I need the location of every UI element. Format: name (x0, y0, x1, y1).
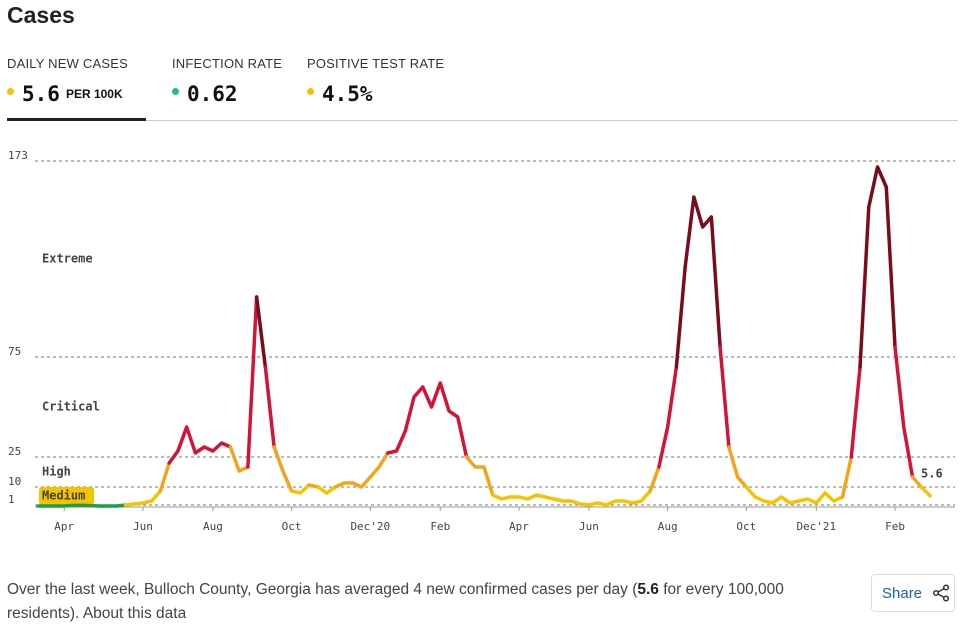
x-tick-label: Dec'21 (796, 520, 836, 533)
x-tick-label: Aug (658, 520, 678, 533)
line-segment (36, 503, 128, 508)
line-segment (464, 455, 495, 497)
share-button[interactable]: Share (871, 574, 955, 612)
footer-text: Over the last week, Bulloch County, Geor… (7, 578, 807, 626)
line-segment (254, 295, 268, 369)
zone-label: Extreme (42, 252, 93, 266)
y-tick-label: 25 (8, 445, 21, 458)
value: 4.5% (322, 82, 373, 106)
tab-value: 4.5% (307, 82, 373, 106)
last-label-bg (918, 465, 946, 482)
x-tick-label: Aug (203, 520, 223, 533)
line-segment (744, 485, 845, 505)
x-tick-label: Apr (54, 520, 74, 533)
x-tick-label: Feb (430, 520, 450, 533)
x-tick-label: Oct (736, 520, 756, 533)
last-value-label: 5.6 (921, 466, 943, 480)
tab-label[interactable]: POSITIVE TEST RATE (307, 56, 445, 71)
x-tick-label: Feb (885, 520, 905, 533)
unit: PER 100K (65, 87, 123, 101)
line-segment (648, 465, 661, 493)
line-segment (246, 295, 259, 469)
active-tab-underline (7, 118, 146, 121)
value: 0.62 (187, 82, 238, 106)
line-segment (490, 489, 652, 507)
text: Over the last week, Bulloch County, Geor… (7, 581, 638, 598)
zone-badge (39, 487, 94, 505)
link[interactable]: About this data (82, 605, 187, 622)
y-tick-label: 1 (8, 493, 15, 506)
text: for every 100,000 residents). (7, 581, 784, 622)
line-segment (263, 365, 276, 449)
dot (307, 87, 314, 95)
line-segment (727, 445, 749, 489)
y-tick-label: 10 (8, 475, 21, 488)
dot (7, 87, 14, 95)
line-segment (919, 485, 932, 498)
y-tick-label: 75 (8, 345, 21, 358)
dot (172, 87, 179, 95)
x-tick-label: Oct (282, 520, 302, 533)
tab-label[interactable]: DAILY NEW CASES (7, 56, 128, 71)
bold-text: 5.6 (637, 581, 659, 598)
zone-label: Critical (42, 400, 100, 414)
chart: 1 10 25 75 173 Medium High Critical Extreme Apr Ju… (8, 149, 955, 533)
line-segment (657, 365, 679, 469)
divider (7, 120, 958, 121)
line-segment (272, 445, 294, 493)
x-tick-label: Dec'20 (350, 520, 390, 533)
title: Cases (7, 2, 75, 28)
value: 5.6 (22, 82, 60, 106)
share-icon (932, 584, 950, 602)
line-segment (386, 381, 469, 459)
line-segment (858, 165, 897, 369)
line-segment (840, 455, 854, 499)
line-segment (167, 425, 233, 465)
line-segment (123, 489, 163, 507)
tab-value: 0.62 (172, 82, 238, 106)
zone-label: Medium (42, 489, 85, 503)
line-segment (316, 485, 338, 495)
tab-label[interactable]: INFECTION RATE (172, 56, 283, 71)
line-segment (674, 195, 722, 369)
line-segment (849, 365, 862, 459)
line-segment (333, 451, 390, 489)
line-segment (228, 445, 250, 473)
y-tick-label: 173 (8, 149, 28, 162)
zone-label: High (42, 465, 71, 479)
line-segment (718, 345, 731, 449)
line-segment (893, 345, 915, 479)
x-tick-label: Jun (133, 520, 153, 533)
x-tick-label: Jun (579, 520, 599, 533)
tab-value: 5.6 PER 100K (7, 82, 123, 106)
line-segment (158, 461, 171, 493)
share-label: Share (882, 584, 923, 602)
line-segment (289, 483, 311, 495)
x-tick-label: Apr (509, 520, 529, 533)
line-segment (910, 475, 924, 489)
